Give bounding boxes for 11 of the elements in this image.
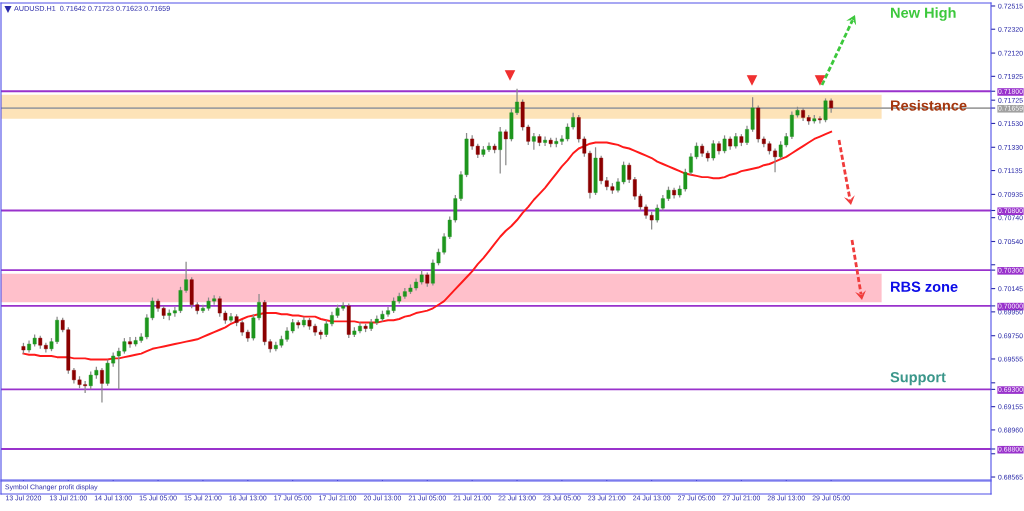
candlestick [498,126,503,175]
annotation: New High [891,7,956,21]
candlestick [100,367,104,404]
ref-line-label: Support [890,371,946,386]
band-label: Resistance [891,99,967,111]
candlestick [531,132,536,151]
candlestick [503,128,508,166]
band-label: RBS zone [891,281,958,292]
candlestick [823,97,828,123]
candlestick [711,139,716,162]
candlestick [128,336,132,349]
